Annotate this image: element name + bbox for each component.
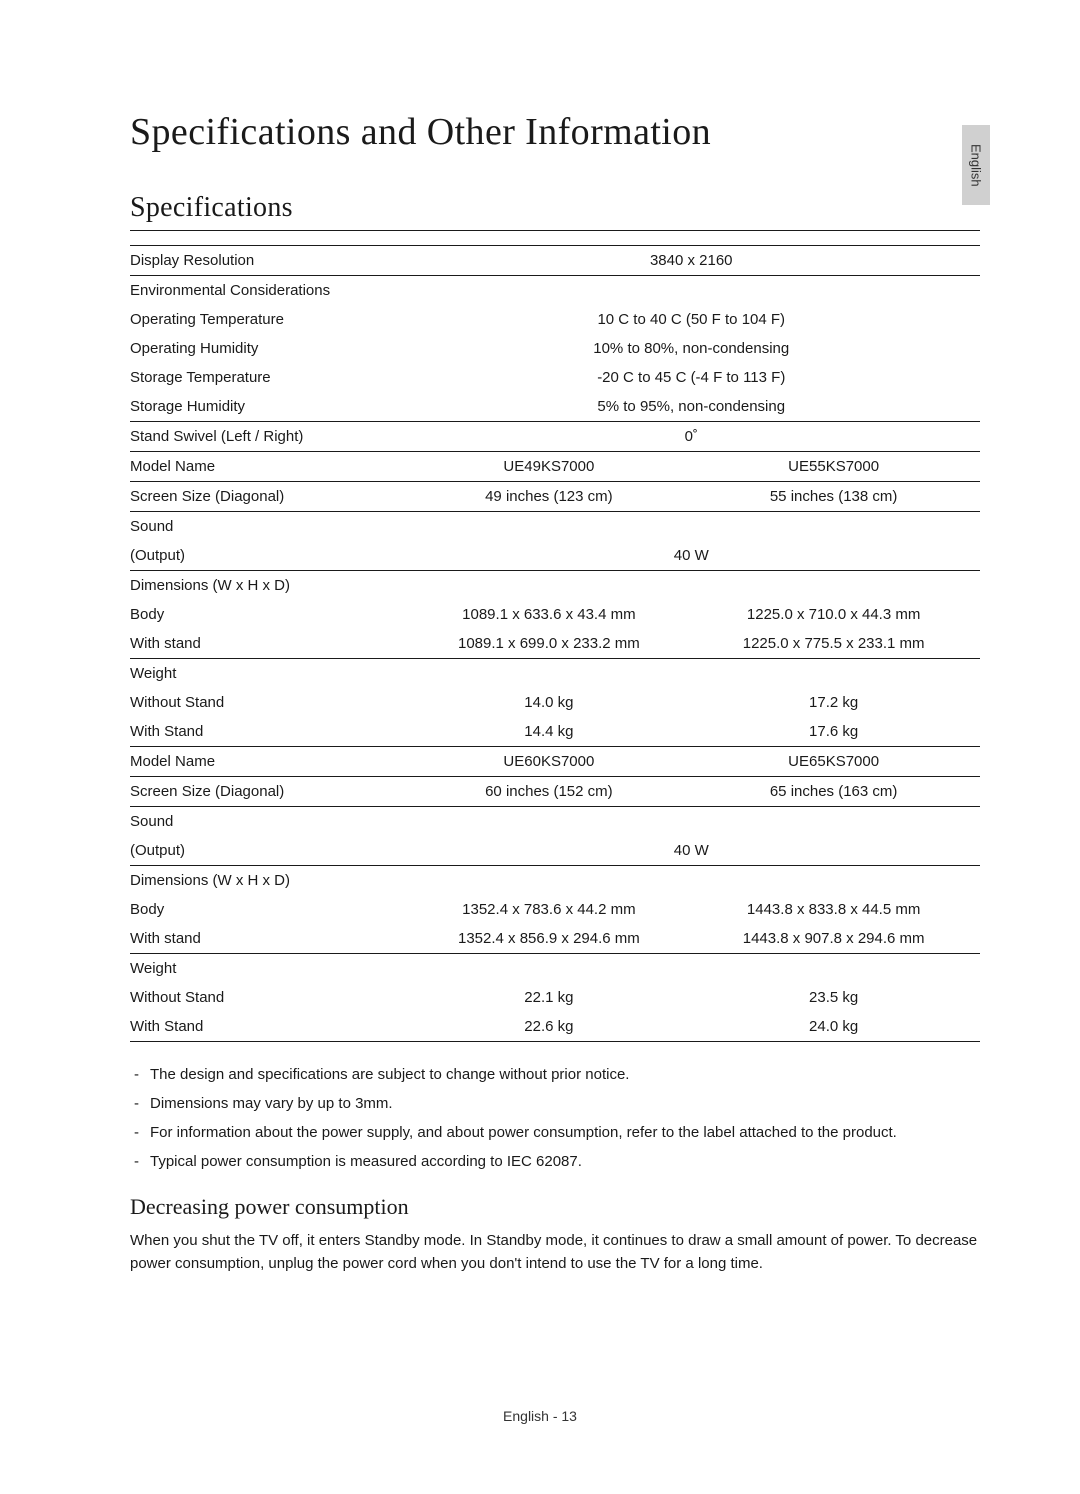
row-value: 10% to 80%, non-condensing <box>411 334 981 363</box>
row-value <box>411 866 696 896</box>
row-label: With Stand <box>130 717 411 747</box>
row-label: Screen Size (Diagonal) <box>130 482 411 512</box>
row-value <box>695 866 980 896</box>
row-label: Storage Temperature <box>130 363 411 392</box>
row-value: 22.6 kg <box>411 1012 696 1042</box>
page-title: Specifications and Other Information <box>130 110 980 154</box>
row-value: 1443.8 x 907.8 x 294.6 mm <box>695 924 980 954</box>
row-value: 10 C to 40 C (50 F to 104 F) <box>411 305 981 334</box>
row-value: 40 W <box>411 836 981 866</box>
row-value <box>411 807 696 837</box>
row-value: 1443.8 x 833.8 x 44.5 mm <box>695 895 980 924</box>
row-label: Display Resolution <box>130 246 411 276</box>
row-value <box>695 807 980 837</box>
row-value: 49 inches (123 cm) <box>411 482 696 512</box>
page-content: Specifications and Other Information Spe… <box>0 0 1080 1275</box>
row-label: Weight <box>130 954 411 984</box>
row-value: 22.1 kg <box>411 983 696 1012</box>
row-value <box>411 512 696 542</box>
language-tab: English <box>962 125 990 205</box>
row-value <box>411 571 696 601</box>
row-value <box>411 659 696 689</box>
row-label: Screen Size (Diagonal) <box>130 777 411 807</box>
row-label: Environmental Considerations <box>130 276 411 306</box>
row-label: Sound <box>130 512 411 542</box>
note-item: Dimensions may vary by up to 3mm. <box>130 1093 980 1114</box>
page-footer: English - 13 <box>0 1408 1080 1424</box>
row-value: -20 C to 45 C (-4 F to 113 F) <box>411 363 981 392</box>
row-label: Body <box>130 895 411 924</box>
row-label: (Output) <box>130 836 411 866</box>
row-value <box>411 276 981 306</box>
row-value: 14.4 kg <box>411 717 696 747</box>
row-label: With stand <box>130 629 411 659</box>
row-value: 1352.4 x 783.6 x 44.2 mm <box>411 895 696 924</box>
row-value: 23.5 kg <box>695 983 980 1012</box>
row-value <box>695 571 980 601</box>
row-label: Stand Swivel (Left / Right) <box>130 422 411 452</box>
row-value: 55 inches (138 cm) <box>695 482 980 512</box>
row-value: 17.6 kg <box>695 717 980 747</box>
notes-list: The design and specifications are subjec… <box>130 1064 980 1172</box>
row-value: 1089.1 x 633.6 x 43.4 mm <box>411 600 696 629</box>
row-value: 0˚ <box>411 422 981 452</box>
row-value <box>411 954 696 984</box>
row-label: Operating Humidity <box>130 334 411 363</box>
row-label: Operating Temperature <box>130 305 411 334</box>
row-value: 1225.0 x 710.0 x 44.3 mm <box>695 600 980 629</box>
row-value: 14.0 kg <box>411 688 696 717</box>
row-label: Without Stand <box>130 688 411 717</box>
row-value: 17.2 kg <box>695 688 980 717</box>
row-value <box>695 512 980 542</box>
row-label: Model Name <box>130 747 411 777</box>
row-value: UE60KS7000 <box>411 747 696 777</box>
row-value: 5% to 95%, non-condensing <box>411 392 981 422</box>
row-label: With Stand <box>130 1012 411 1042</box>
row-label: Body <box>130 600 411 629</box>
row-value: UE49KS7000 <box>411 452 696 482</box>
section-heading-specs: Specifications <box>130 192 980 231</box>
row-value: UE65KS7000 <box>695 747 980 777</box>
spec-table: Display Resolution 3840 x 2160 Environme… <box>130 245 980 1042</box>
row-value: 65 inches (163 cm) <box>695 777 980 807</box>
row-label: (Output) <box>130 541 411 571</box>
row-value <box>695 659 980 689</box>
subsection-power-heading: Decreasing power consumption <box>130 1194 980 1220</box>
power-body-text: When you shut the TV off, it enters Stan… <box>130 1230 980 1275</box>
row-value: 40 W <box>411 541 981 571</box>
row-label: Model Name <box>130 452 411 482</box>
row-label: With stand <box>130 924 411 954</box>
row-value: 3840 x 2160 <box>411 246 981 276</box>
row-label: Storage Humidity <box>130 392 411 422</box>
note-item: Typical power consumption is measured ac… <box>130 1151 980 1172</box>
row-label: Dimensions (W x H x D) <box>130 866 411 896</box>
row-label: Dimensions (W x H x D) <box>130 571 411 601</box>
row-label: Sound <box>130 807 411 837</box>
row-value: UE55KS7000 <box>695 452 980 482</box>
row-label: Weight <box>130 659 411 689</box>
note-item: The design and specifications are subjec… <box>130 1064 980 1085</box>
row-value <box>695 954 980 984</box>
row-value: 1225.0 x 775.5 x 233.1 mm <box>695 629 980 659</box>
note-item: For information about the power supply, … <box>130 1122 980 1143</box>
row-label: Without Stand <box>130 983 411 1012</box>
row-value: 1352.4 x 856.9 x 294.6 mm <box>411 924 696 954</box>
row-value: 24.0 kg <box>695 1012 980 1042</box>
row-value: 60 inches (152 cm) <box>411 777 696 807</box>
language-tab-label: English <box>969 144 984 187</box>
row-value: 1089.1 x 699.0 x 233.2 mm <box>411 629 696 659</box>
